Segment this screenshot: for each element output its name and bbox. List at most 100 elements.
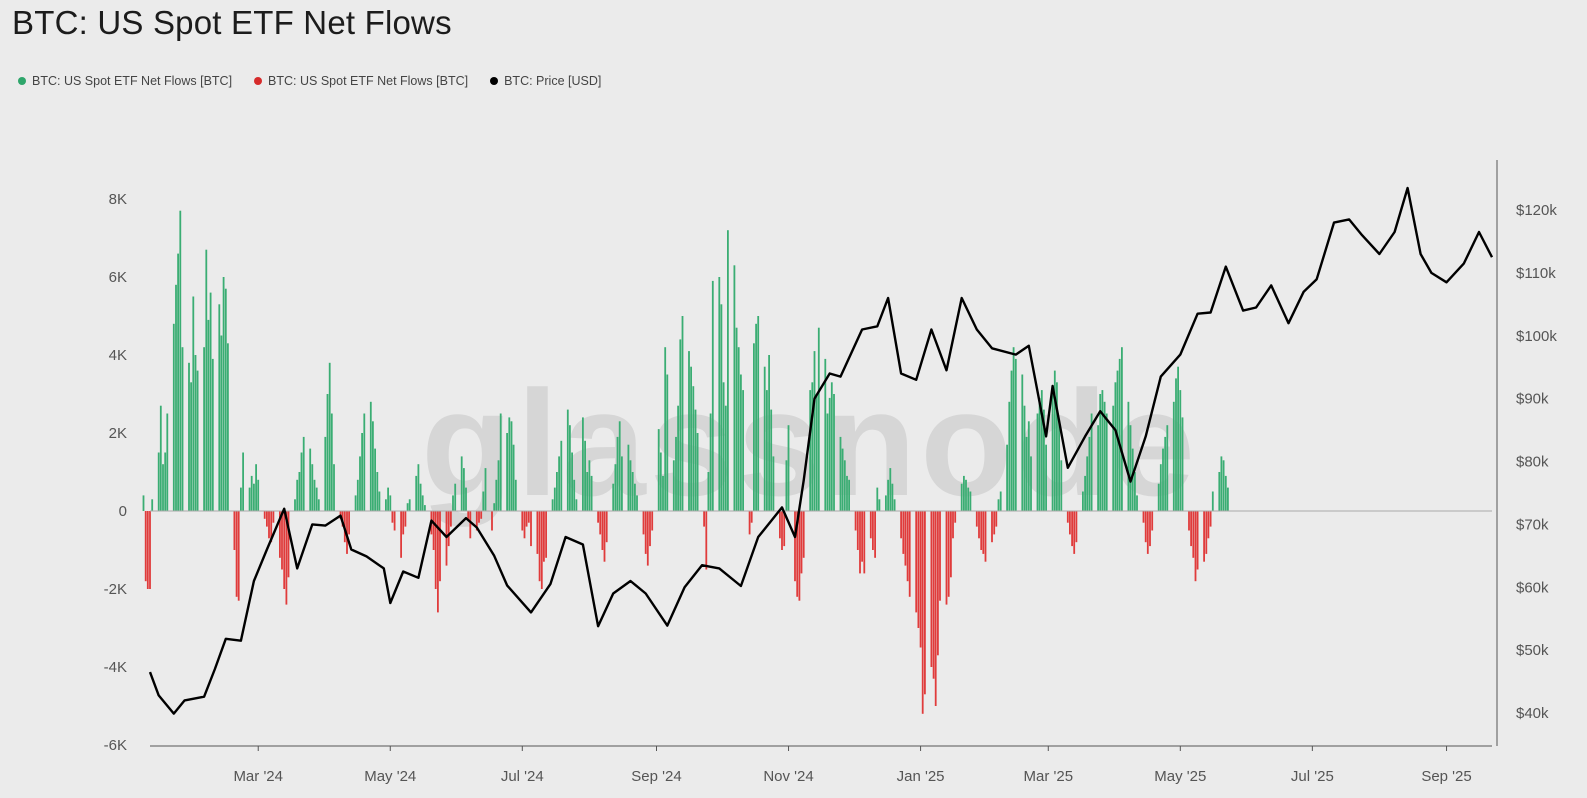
outflow-bar	[1188, 511, 1190, 531]
outflow-bar	[491, 511, 493, 531]
inflow-bar	[1127, 401, 1130, 511]
inflow-bar	[248, 487, 251, 511]
inflow-bar	[677, 405, 679, 511]
outflow-bar	[1071, 511, 1073, 547]
outflow-bar	[950, 511, 952, 578]
outflow-bar	[1209, 511, 1212, 527]
inflow-bar	[969, 491, 972, 511]
inflow-bar	[172, 323, 175, 511]
outflow-bar	[475, 511, 478, 531]
outflow-bar	[934, 511, 937, 706]
outflow-bar	[856, 511, 859, 550]
inflow-bar	[1006, 444, 1008, 511]
outflow-bar	[991, 511, 993, 543]
inflow-bar	[724, 405, 727, 511]
inflow-bar	[815, 394, 818, 511]
outflow-bar	[651, 511, 654, 531]
inflow-bar	[162, 464, 164, 511]
outflow-bar	[237, 511, 240, 601]
inflow-bar	[417, 464, 420, 511]
legend-item-price[interactable]: BTC: Price [USD]	[490, 74, 601, 88]
inflow-bar	[688, 351, 690, 511]
outflow-bar	[869, 511, 872, 539]
inflow-bar	[205, 249, 208, 511]
inflow-bar	[768, 355, 770, 511]
inflow-bar	[742, 390, 744, 511]
inflow-bar	[378, 491, 381, 511]
inflow-bar	[497, 460, 500, 511]
inflow-bar	[662, 475, 664, 511]
inflow-bar	[253, 483, 255, 511]
inflow-bar	[763, 366, 766, 511]
inflow-bar	[506, 433, 508, 511]
y-right-tick-label: $60k	[1516, 579, 1549, 596]
outflow-bar	[703, 511, 705, 527]
inflow-bar	[512, 444, 515, 511]
outflow-bar	[642, 511, 645, 535]
legend-item-outflows[interactable]: BTC: US Spot ETF Net Flows [BTC]	[254, 74, 468, 88]
inflow-bar	[718, 277, 721, 511]
inflow-bar	[326, 394, 329, 511]
inflow-bar	[1159, 464, 1162, 511]
inflow-bar	[553, 487, 556, 511]
inflow-bar	[222, 277, 225, 511]
price-line	[148, 186, 1494, 715]
y-right-tick-label: $100k	[1516, 328, 1557, 345]
outflow-bar	[540, 511, 543, 589]
inflow-bar	[510, 421, 513, 511]
outflow-bar	[921, 511, 924, 714]
inflow-bar	[1105, 413, 1108, 511]
inflow-bar	[1053, 370, 1056, 511]
inflow-bar	[843, 460, 846, 511]
inflow-bar	[876, 487, 879, 511]
legend-item-inflows[interactable]: BTC: US Spot ETF Net Flows [BTC]	[18, 74, 232, 88]
outflow-bar	[794, 511, 796, 582]
legend-dot-black	[490, 77, 499, 85]
inflow-bar	[369, 401, 372, 511]
inflow-bar	[753, 343, 755, 511]
outflow-bar	[1144, 511, 1147, 543]
inflow-bar	[309, 448, 312, 511]
inflow-bar	[963, 475, 965, 511]
outflow-bar	[646, 511, 649, 566]
inflow-bar	[1058, 421, 1060, 511]
inflow-bar	[560, 440, 563, 511]
inflow-bar	[1082, 491, 1084, 511]
outflow-bar	[644, 511, 647, 554]
inflow-bar	[1164, 436, 1167, 511]
inflow-bar	[885, 495, 887, 511]
outflow-bar	[932, 511, 935, 679]
inflow-bar	[1056, 382, 1058, 511]
inflow-bar	[220, 335, 223, 511]
outflow-bar	[478, 511, 480, 523]
outflow-bar	[439, 511, 441, 582]
inflow-bar	[707, 472, 710, 511]
outflow-bar	[603, 511, 606, 562]
inflow-bar	[242, 452, 244, 511]
inflow-bar	[190, 382, 192, 511]
outflow-bar	[1151, 511, 1154, 531]
inflow-bar	[575, 499, 578, 511]
x-tick-label: Nov '24	[763, 768, 813, 785]
outflow-bar	[779, 511, 781, 539]
inflow-bar	[1027, 421, 1030, 511]
outflow-bar	[597, 511, 599, 523]
inflow-bar	[508, 417, 511, 511]
inflow-bar	[1114, 382, 1117, 511]
y-left-tick-label: 8K	[109, 191, 127, 208]
inflow-bar	[224, 288, 227, 511]
inflow-bar	[257, 479, 260, 511]
inflow-bar	[1101, 390, 1104, 511]
inflow-bar	[1211, 491, 1214, 511]
inflow-bar	[452, 495, 454, 511]
inflow-bar	[571, 452, 573, 511]
outflow-bar	[705, 511, 708, 570]
inflow-bar	[482, 491, 485, 511]
inflow-bar	[164, 452, 167, 511]
inflow-bar	[817, 327, 820, 511]
inflow-bar	[1021, 374, 1024, 511]
outflow-bar	[978, 511, 980, 539]
inflow-bar	[300, 452, 303, 511]
inflow-bar	[203, 347, 205, 511]
